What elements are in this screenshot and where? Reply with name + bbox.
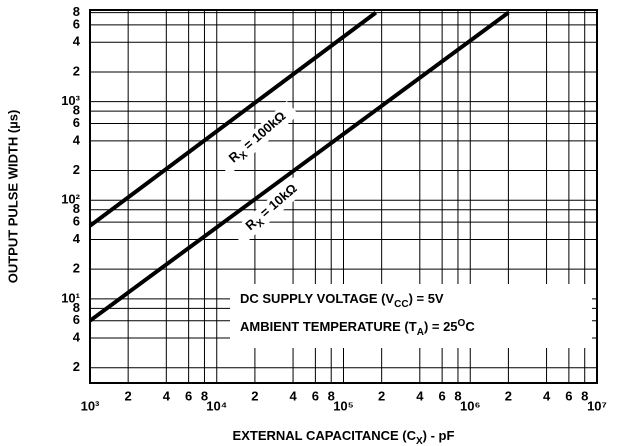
- annotation-part: A: [417, 327, 424, 338]
- annotation-part: = 100kΩ: [238, 108, 289, 155]
- x-tick-label: 2: [125, 388, 132, 403]
- curve-label: RX = 100kΩ: [217, 101, 299, 175]
- x-axis-title-part: X: [416, 436, 423, 446]
- x-tick-label: 6: [185, 388, 192, 403]
- y-tick-label: 4: [73, 132, 81, 147]
- x-tick-label: 8: [454, 388, 461, 403]
- y-tick-label: 6: [73, 16, 80, 31]
- annotation-part: ) = 5V: [409, 291, 444, 306]
- curve: [88, 10, 510, 323]
- label-bg: [217, 101, 299, 175]
- y-tick-label: 10³: [61, 93, 80, 108]
- x-tick-label: 8: [328, 388, 335, 403]
- annotation: AMBIENT TEMPERATURE (TA) = 25OC: [240, 318, 475, 338]
- x-tick-label: 6: [565, 388, 572, 403]
- y-tick-label: 4: [73, 231, 81, 246]
- annotation-part: ) = 25: [424, 319, 458, 334]
- y-tick-label: 6: [73, 312, 80, 327]
- x-tick-label: 6: [312, 388, 319, 403]
- x-axis-title-part: ) - pF: [423, 428, 455, 443]
- x-tick-label: 4: [416, 388, 424, 403]
- x-tick-label: 6: [439, 388, 446, 403]
- x-tick-label: 10⁷: [587, 398, 607, 413]
- x-tick-label: 10³: [81, 398, 100, 413]
- y-tick-label: 8: [73, 300, 80, 315]
- x-axis-title-part: EXTERNAL CAPACITANCE (C: [233, 428, 417, 443]
- x-tick-label: 8: [201, 388, 208, 403]
- x-tick-label: 4: [289, 388, 297, 403]
- annotation-part: C: [465, 319, 475, 334]
- y-tick-label: 2: [73, 63, 80, 78]
- y-tick-label: 4: [73, 34, 81, 49]
- x-tick-label: 2: [378, 388, 385, 403]
- annotation-part: DC SUPPLY VOLTAGE (V: [240, 291, 394, 306]
- y-tick-label: 6: [73, 115, 80, 130]
- y-tick-label: 10¹: [61, 290, 80, 305]
- y-tick-label: 2: [73, 261, 80, 276]
- annotation: DC SUPPLY VOLTAGE (VCC) = 5V: [240, 291, 444, 309]
- y-tick-label: 4: [73, 329, 81, 344]
- label-bg: [231, 171, 313, 245]
- x-tick-label: 10⁴: [206, 398, 227, 413]
- y-tick-label: 6: [73, 214, 80, 229]
- y-tick-label: 8: [73, 103, 80, 118]
- x-tick-label: 8: [581, 388, 588, 403]
- y-axis-title: OUTPUT PULSE WIDTH (µs): [5, 110, 20, 284]
- y-tick-label: 8: [73, 4, 80, 19]
- x-tick-label: 4: [543, 388, 551, 403]
- note-box: [230, 284, 592, 348]
- x-tick-label: 4: [163, 388, 171, 403]
- annotation-part: CC: [394, 299, 408, 310]
- x-tick-label: 10⁶: [460, 398, 480, 413]
- x-axis-title: EXTERNAL CAPACITANCE (CX) - pF: [233, 428, 455, 446]
- plot-frame: [89, 9, 598, 384]
- x-tick-label: 2: [505, 388, 512, 403]
- x-tick-label: 10⁵: [333, 398, 354, 413]
- annotation-part: AMBIENT TEMPERATURE (T: [240, 319, 417, 334]
- y-tick-label: 8: [73, 201, 80, 216]
- y-tick-label: 2: [73, 359, 80, 374]
- curve: [88, 10, 378, 228]
- x-tick-label: 2: [251, 388, 258, 403]
- y-tick-label: 10²: [61, 192, 80, 207]
- y-tick-label: 2: [73, 162, 80, 177]
- annotation-part: O: [458, 318, 466, 329]
